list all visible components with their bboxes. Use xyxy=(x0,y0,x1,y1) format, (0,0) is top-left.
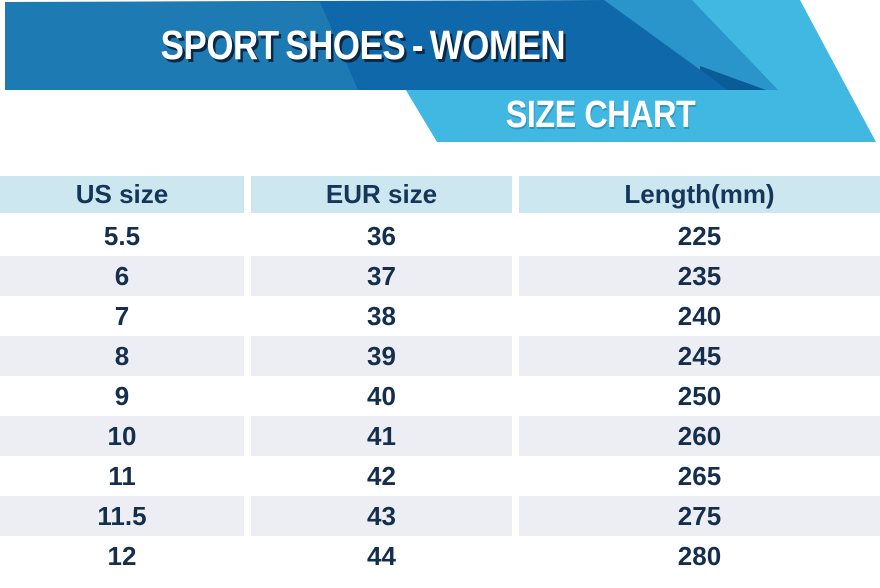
table-cell-eur: 42 xyxy=(251,456,512,496)
column-header-eur-size: EUR size xyxy=(251,176,512,213)
header-banner: SPORT SHOES - WOMEN SIZE CHART xyxy=(0,0,880,160)
table-cell-us: 8 xyxy=(0,336,244,376)
table-cell-length: 250 xyxy=(519,376,880,416)
table-cell-length: 235 xyxy=(519,256,880,296)
column-header-us-size: US size xyxy=(0,176,244,213)
table-cell-us: 11.5 xyxy=(0,496,244,536)
table-cell-eur: 38 xyxy=(251,296,512,336)
table-cell-us: 12 xyxy=(0,536,244,576)
table-cell-eur: 37 xyxy=(251,256,512,296)
table-cell-eur: 41 xyxy=(251,416,512,456)
column-header-length: Length(mm) xyxy=(519,176,880,213)
size-chart-ribbon: SIZE CHART xyxy=(420,92,780,138)
page-title-text: SPORT SHOES - WOMEN xyxy=(160,22,566,68)
table-cell-length: 280 xyxy=(519,536,880,576)
table-cell-length: 265 xyxy=(519,456,880,496)
table-cell-eur: 36 xyxy=(251,216,512,256)
title-band-highlight xyxy=(5,2,358,90)
table-cell-us: 6 xyxy=(0,256,244,296)
table-cell-us: 7 xyxy=(0,296,244,336)
table-cell-eur: 39 xyxy=(251,336,512,376)
size-table: US size EUR size Length(mm) 5.5 36 225 6… xyxy=(0,176,880,576)
table-cell-us: 5.5 xyxy=(0,216,244,256)
table-cell-length: 240 xyxy=(519,296,880,336)
table-cell-length: 260 xyxy=(519,416,880,456)
table-cell-eur: 43 xyxy=(251,496,512,536)
table-cell-us: 11 xyxy=(0,456,244,496)
table-cell-us: 9 xyxy=(0,376,244,416)
table-cell-length: 245 xyxy=(519,336,880,376)
table-cell-length: 225 xyxy=(519,216,880,256)
table-cell-eur: 44 xyxy=(251,536,512,576)
size-chart-label: SIZE CHART xyxy=(505,94,695,136)
page-title: SPORT SHOES - WOMEN xyxy=(0,17,726,73)
table-cell-eur: 40 xyxy=(251,376,512,416)
table-cell-us: 10 xyxy=(0,416,244,456)
table-cell-length: 275 xyxy=(519,496,880,536)
